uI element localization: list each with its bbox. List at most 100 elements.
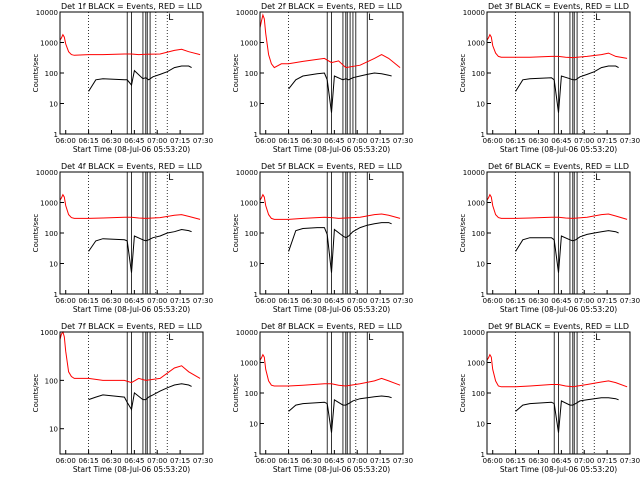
- chart-panel-9: Det 9f BLACK = Events, RED = LLD L 1 10 100 1…: [459, 322, 640, 474]
- x-tick-label: 06:00: [56, 137, 76, 145]
- y-tick-label: 10000: [463, 169, 485, 177]
- x-tick-label: 06:15: [79, 297, 99, 305]
- x-tick-label: 07:30: [193, 137, 213, 145]
- x-tick-label: 06:45: [124, 297, 144, 305]
- x-tick-label: 06:30: [301, 137, 321, 145]
- x-tick-label: 06:30: [528, 457, 548, 465]
- y-tick-label: 1000: [467, 40, 485, 48]
- series-lld-line: [59, 33, 201, 56]
- x-axis-label: Start Time (08-Jul-06 05:53:20): [500, 305, 617, 314]
- flag-letter: L: [595, 333, 600, 343]
- y-tick-label: 10: [249, 101, 258, 109]
- x-tick-label: 06:00: [56, 457, 76, 465]
- y-tick-label: 100: [45, 70, 58, 78]
- y-axis-label: Counts/sec: [232, 54, 240, 93]
- y-axis-label: Counts/sec: [459, 374, 467, 413]
- y-tick-label: 1000: [240, 40, 258, 48]
- chart-title: Det 4f BLACK = Events, RED = LLD: [61, 162, 202, 171]
- x-tick-label: 06:00: [256, 297, 276, 305]
- y-axis-label: Counts/sec: [232, 214, 240, 253]
- x-tick-label: 07:30: [620, 137, 640, 145]
- y-tick-label: 10000: [236, 169, 258, 177]
- y-tick-label: 1: [54, 291, 58, 299]
- flag-letter: L: [368, 333, 373, 343]
- y-tick-label: 10: [476, 421, 485, 429]
- chart-panel-6: Det 6f BLACK = Events, RED = LLD L 1 10 100 1…: [459, 162, 640, 314]
- series-events-line: [515, 230, 619, 273]
- chart-title: Det 8f BLACK = Events, RED = LLD: [261, 322, 402, 331]
- y-tick-label: 100: [472, 230, 485, 238]
- x-tick-label: 07:15: [170, 297, 190, 305]
- y-tick-label: 10: [249, 421, 258, 429]
- y-axis-label: Counts/sec: [459, 214, 467, 253]
- x-tick-label: 07:15: [370, 457, 390, 465]
- flag-letter: L: [595, 13, 600, 23]
- x-tick-label: 06:30: [101, 297, 121, 305]
- x-tick-label: 07:00: [574, 137, 594, 145]
- x-tick-label: 07:00: [147, 137, 167, 145]
- chart-panel-8: Det 8f BLACK = Events, RED = LLD L 1 10 100 1…: [232, 322, 413, 474]
- x-tick-label: 07:00: [147, 297, 167, 305]
- x-tick-label: 06:30: [301, 297, 321, 305]
- series-lld-line: [486, 353, 628, 388]
- y-tick-label: 10: [49, 426, 58, 434]
- x-tick-label: 06:45: [551, 137, 571, 145]
- x-tick-label: 07:15: [170, 137, 190, 145]
- x-tick-label: 06:15: [279, 297, 299, 305]
- y-tick-label: 1000: [40, 329, 58, 337]
- x-axis-label: Start Time (08-Jul-06 05:53:20): [500, 465, 617, 474]
- y-tick-label: 1: [481, 131, 485, 139]
- x-tick-label: 07:15: [370, 137, 390, 145]
- flag-letter: L: [368, 173, 373, 183]
- y-axis-label: Counts/sec: [232, 374, 240, 413]
- y-tick-label: 1000: [240, 360, 258, 368]
- x-tick-label: 07:15: [370, 297, 390, 305]
- series-events-line: [288, 395, 392, 433]
- chart-title: Det 7f BLACK = Events, RED = LLD: [61, 322, 202, 331]
- x-tick-label: 07:00: [574, 457, 594, 465]
- x-tick-label: 06:15: [79, 457, 99, 465]
- y-tick-label: 10000: [236, 329, 258, 337]
- flag-letter: L: [368, 13, 373, 23]
- x-tick-label: 06:00: [483, 297, 503, 305]
- plot-frame: [59, 331, 204, 455]
- x-tick-label: 06:15: [506, 457, 526, 465]
- x-tick-label: 06:00: [483, 457, 503, 465]
- x-tick-label: 06:45: [551, 457, 571, 465]
- x-axis-label: Start Time (08-Jul-06 05:53:20): [73, 145, 190, 154]
- x-tick-label: 06:00: [483, 137, 503, 145]
- y-tick-label: 10: [249, 261, 258, 269]
- x-tick-label: 06:45: [124, 137, 144, 145]
- x-axis-label: Start Time (08-Jul-06 05:53:20): [73, 465, 190, 474]
- x-tick-label: 07:30: [193, 457, 213, 465]
- chart-panel-3: Det 3f BLACK = Events, RED = LLD L 1 10 100 1…: [459, 2, 640, 154]
- x-axis-label: Start Time (08-Jul-06 05:53:20): [500, 145, 617, 154]
- x-tick-label: 07:15: [597, 137, 617, 145]
- y-tick-label: 10: [49, 261, 58, 269]
- x-tick-label: 06:45: [324, 137, 344, 145]
- y-tick-label: 1000: [467, 200, 485, 208]
- chart-title: Det 6f BLACK = Events, RED = LLD: [488, 162, 629, 171]
- x-tick-label: 06:30: [101, 457, 121, 465]
- x-tick-label: 07:30: [620, 457, 640, 465]
- y-tick-label: 10: [476, 261, 485, 269]
- x-tick-label: 07:00: [147, 457, 167, 465]
- y-tick-label: 1000: [40, 40, 58, 48]
- x-tick-label: 06:15: [79, 137, 99, 145]
- x-axis-label: Start Time (08-Jul-06 05:53:20): [273, 305, 390, 314]
- flag-letter: L: [595, 173, 600, 183]
- chart-panel-4: Det 4f BLACK = Events, RED = LLD L 1 10 100 1…: [32, 162, 213, 314]
- y-tick-label: 100: [245, 390, 258, 398]
- y-tick-label: 1000: [40, 200, 58, 208]
- x-tick-label: 07:30: [193, 297, 213, 305]
- chart-title: Det 9f BLACK = Events, RED = LLD: [488, 322, 629, 331]
- y-axis-label: Counts/sec: [32, 214, 40, 253]
- x-tick-label: 07:15: [170, 457, 190, 465]
- x-tick-label: 07:30: [393, 137, 413, 145]
- x-tick-label: 06:30: [101, 137, 121, 145]
- x-tick-label: 06:45: [324, 457, 344, 465]
- x-tick-label: 07:30: [393, 297, 413, 305]
- flag-letter: L: [168, 13, 173, 23]
- chart-title: Det 2f BLACK = Events, RED = LLD: [261, 2, 402, 11]
